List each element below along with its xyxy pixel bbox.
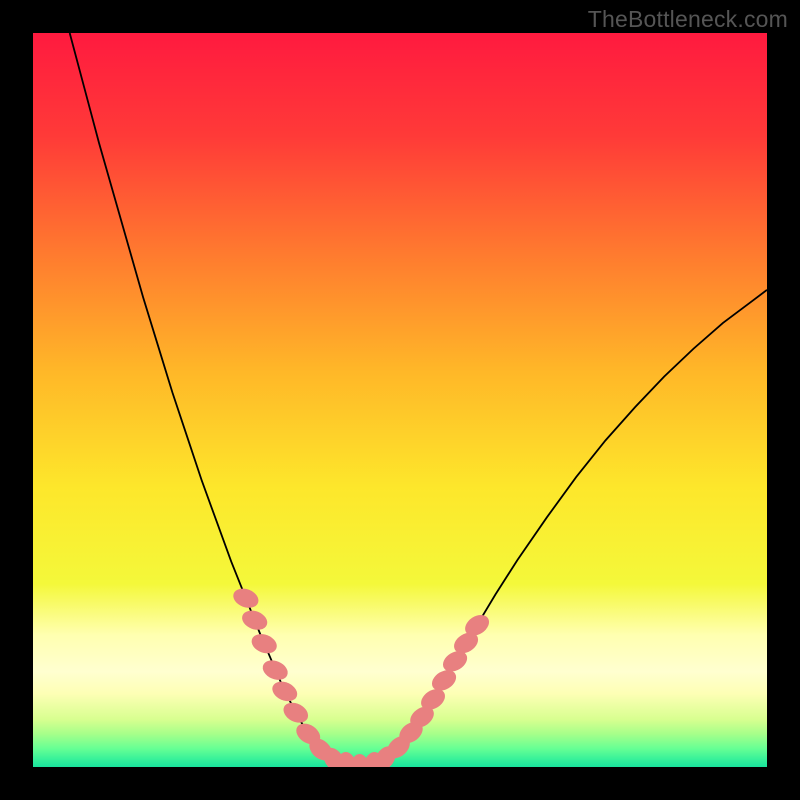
bottleneck-chart bbox=[0, 0, 800, 800]
plot-background-gradient bbox=[33, 33, 767, 767]
chart-container: TheBottleneck.com bbox=[0, 0, 800, 800]
watermark-label: TheBottleneck.com bbox=[588, 6, 788, 33]
